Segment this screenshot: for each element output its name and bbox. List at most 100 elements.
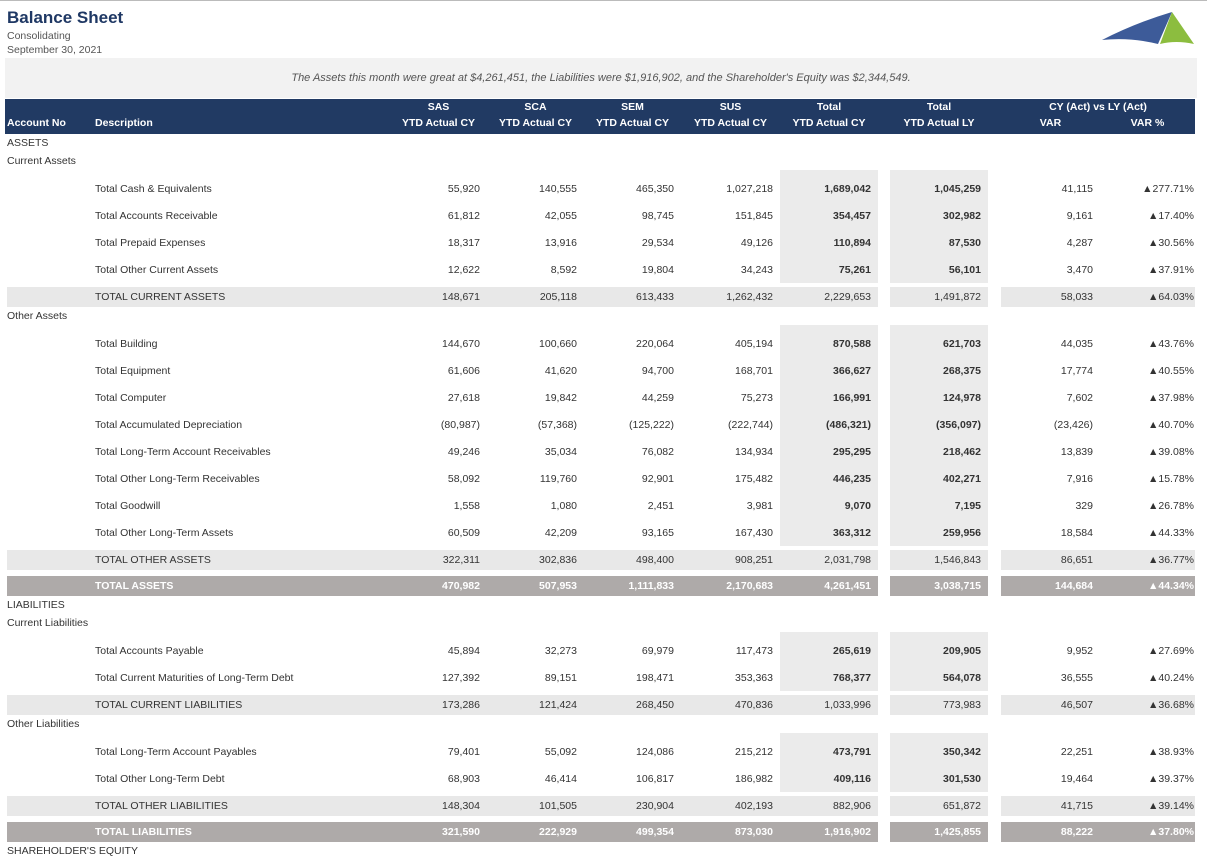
- column-gap: [988, 519, 1001, 546]
- total-cy-cell: 75,261: [780, 256, 878, 283]
- sas-cell: 470,982: [390, 576, 487, 596]
- header-description: Description: [95, 117, 153, 129]
- sus-cell: 49,126: [740, 236, 773, 249]
- sas-cell: 61,812: [447, 209, 480, 222]
- account-no-cell: [7, 664, 95, 691]
- subtotal-row: TOTAL CURRENT LIABILITIES 173,286 121,424 2…: [7, 695, 1207, 715]
- var-pct-cell: ▲36.68%: [1100, 695, 1195, 715]
- spacer-cell: [780, 325, 878, 330]
- total-ly-cell: 773,983: [890, 695, 988, 715]
- var-pct-cell: ▲38.93%: [1147, 745, 1194, 758]
- var-pct-cell: ▲44.33%: [1147, 526, 1194, 539]
- sem-cell: 94,700: [641, 364, 674, 377]
- sca-cell: 1,080: [550, 499, 577, 512]
- column-gap: [988, 357, 1001, 384]
- total-cy-cell: 2,229,653: [780, 287, 878, 307]
- header-total-cy: Total YTD Actual CY: [792, 101, 866, 129]
- var-pct-cell: ▲37.80%: [1100, 822, 1195, 842]
- sem-cell: 76,082: [641, 445, 674, 458]
- total-cy-cell: 870,588: [780, 330, 878, 357]
- sca-cell: 55,092: [544, 745, 577, 758]
- sca-cell: 100,660: [539, 337, 577, 350]
- group-spacer: [7, 632, 1207, 637]
- column-gap: [988, 576, 1001, 596]
- section-label: Current Assets: [7, 155, 76, 167]
- total-ly-cell: (356,097): [890, 411, 988, 438]
- description-cell: TOTAL LIABILITIES: [95, 822, 390, 842]
- sca-cell: 302,836: [487, 550, 584, 570]
- spacer-cell: [780, 733, 878, 738]
- total-ly-cell: 1,425,855: [890, 822, 988, 842]
- total-ly-cell: 301,530: [890, 765, 988, 792]
- column-gap: [988, 550, 1001, 570]
- sas-cell: 58,092: [447, 472, 480, 485]
- account-no-cell: [7, 550, 95, 570]
- total-row: TOTAL LIABILITIES 321,590 222,929 499,354 87…: [7, 822, 1207, 842]
- sem-cell: 69,979: [641, 644, 674, 657]
- sas-cell: (80,987): [440, 418, 480, 431]
- total-cy-cell: 166,991: [780, 384, 878, 411]
- header-sca: SCA YTD Actual CY: [498, 101, 573, 129]
- account-no-cell: [7, 822, 95, 842]
- description-cell: Total Accounts Receivable: [95, 209, 218, 222]
- total-ly-cell: 3,038,715: [890, 576, 988, 596]
- var-pct-cell: ▲40.55%: [1147, 364, 1194, 377]
- sem-cell: 230,904: [584, 796, 681, 816]
- sus-cell: 117,473: [735, 644, 773, 657]
- column-gap: [878, 465, 890, 492]
- sca-cell: 205,118: [487, 287, 584, 307]
- description-cell: TOTAL CURRENT ASSETS: [95, 287, 390, 307]
- account-no-cell: [7, 492, 95, 519]
- section-label: LIABILITIES: [7, 599, 65, 611]
- var-cell: 17,774: [1060, 364, 1093, 377]
- sas-cell: 173,286: [390, 695, 487, 715]
- sca-cell: 507,953: [487, 576, 584, 596]
- total-cy-cell: 768,377: [780, 664, 878, 691]
- table-row: Total Equipment 61,606 41,620 94,700 168,701…: [7, 357, 1207, 384]
- sca-cell: 222,929: [487, 822, 584, 842]
- column-gap: [988, 384, 1001, 411]
- var-cell: (23,426): [1053, 418, 1093, 431]
- total-cy-cell: 354,457: [780, 202, 878, 229]
- table-row: Total Other Long-Term Assets 60,509 42,209…: [7, 519, 1207, 546]
- var-cell: 36,555: [1060, 671, 1093, 684]
- account-no-cell: [7, 330, 95, 357]
- var-pct-cell: ▲40.24%: [1147, 671, 1194, 684]
- column-gap: [878, 796, 890, 816]
- table-row: Total Cash & Equivalents 55,920 140,555 465…: [7, 175, 1207, 202]
- sas-cell: 18,317: [447, 236, 480, 249]
- total-cy-cell: 9,070: [780, 492, 878, 519]
- total-cy-cell: 1,033,996: [780, 695, 878, 715]
- description-cell: Total Long-Term Account Receivables: [95, 445, 271, 458]
- sus-cell: 470,836: [681, 695, 780, 715]
- account-no-cell: [7, 738, 95, 765]
- sas-cell: 45,894: [447, 644, 480, 657]
- subtotal-row: TOTAL OTHER LIABILITIES 148,304 101,505 230…: [7, 796, 1207, 816]
- total-ly-cell: 209,905: [890, 637, 988, 664]
- sca-cell: 35,034: [544, 445, 577, 458]
- sem-cell: 93,165: [641, 526, 674, 539]
- column-gap: [878, 695, 890, 715]
- sus-cell: 353,363: [735, 671, 773, 684]
- var-pct-cell: ▲26.78%: [1147, 499, 1194, 512]
- sas-cell: 127,392: [442, 671, 480, 684]
- var-pct-cell: ▲40.70%: [1147, 418, 1194, 431]
- var-pct-cell: ▲44.34%: [1100, 576, 1195, 596]
- account-no-cell: [7, 357, 95, 384]
- column-gap: [988, 287, 1001, 307]
- description-cell: TOTAL ASSETS: [95, 576, 390, 596]
- total-ly-cell: 259,956: [890, 519, 988, 546]
- account-no-cell: [7, 411, 95, 438]
- account-no-cell: [7, 438, 95, 465]
- description-cell: Total Other Long-Term Receivables: [95, 472, 260, 485]
- total-cy-cell: 473,791: [780, 738, 878, 765]
- column-gap: [988, 411, 1001, 438]
- var-pct-cell: ▲17.40%: [1147, 209, 1194, 222]
- var-pct-cell: ▲43.76%: [1147, 337, 1194, 350]
- sas-cell: 148,304: [390, 796, 487, 816]
- sem-cell: 613,433: [584, 287, 681, 307]
- column-gap: [878, 576, 890, 596]
- report-subtitle: Consolidating: [7, 30, 71, 42]
- table-row: Total Other Current Assets 12,622 8,592 19,…: [7, 256, 1207, 283]
- var-pct-cell: ▲30.56%: [1147, 236, 1194, 249]
